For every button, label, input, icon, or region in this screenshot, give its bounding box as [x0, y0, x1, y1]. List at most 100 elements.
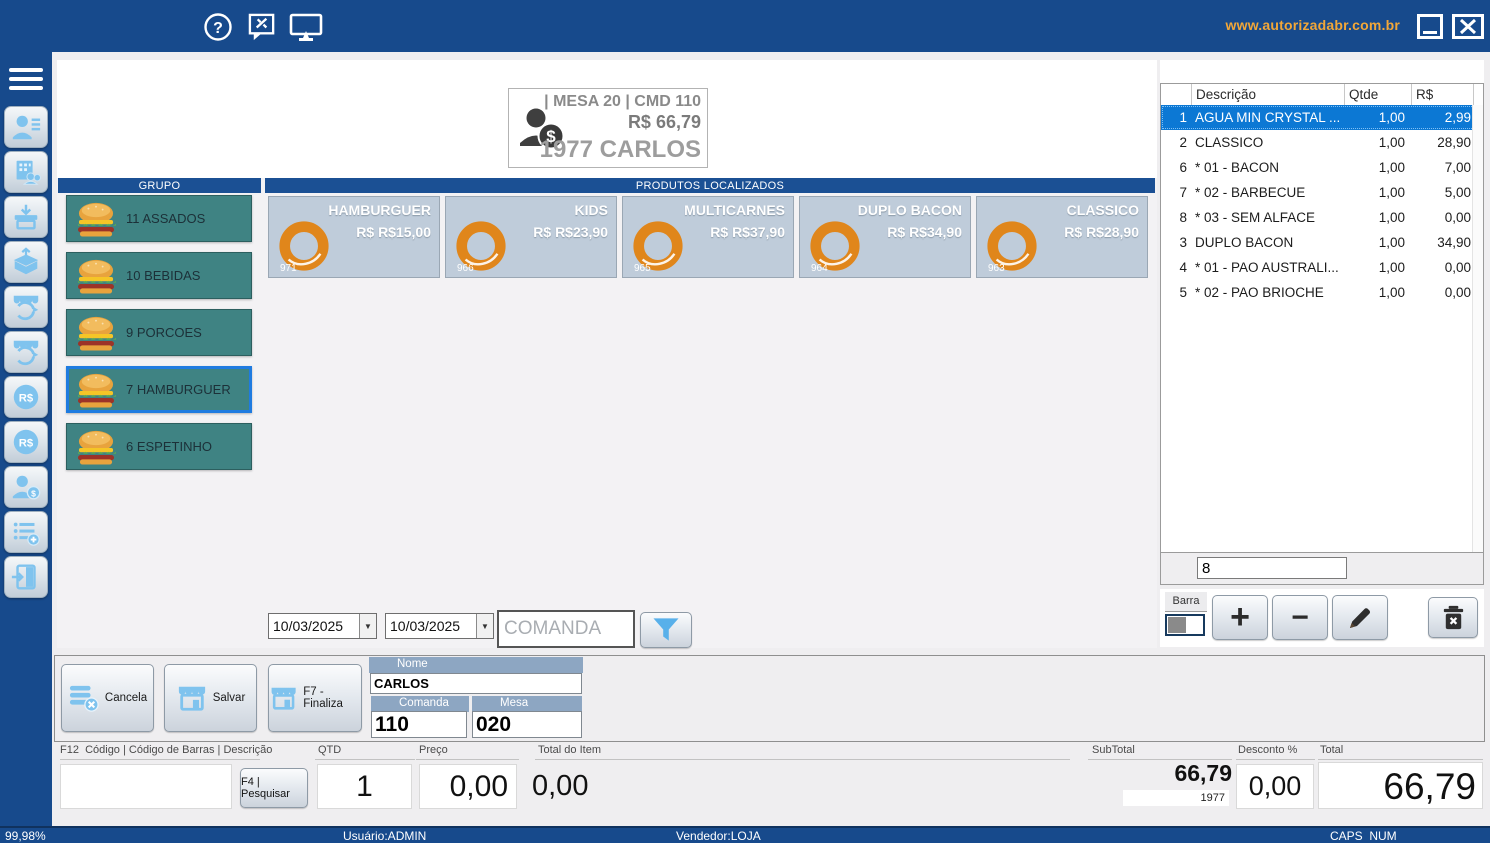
table-row[interactable]: 3 DUPLO BACON 1,00 34,90: [1161, 230, 1483, 255]
products-header: PRODUTOS LOCALIZADOS: [265, 178, 1155, 193]
burger-icon: [78, 202, 116, 237]
order-total-label: R$ 66,79: [627, 112, 701, 132]
sidebar-item-store-exchange[interactable]: [4, 331, 48, 373]
sidebar-item-cash-register[interactable]: [4, 196, 48, 238]
edit-item-button[interactable]: [1332, 595, 1388, 640]
date-from-value: 10/03/2025: [273, 618, 344, 634]
add-item-button[interactable]: +: [1212, 595, 1268, 640]
row-number: 8: [1179, 210, 1187, 225]
table-row[interactable]: 5 * 02 - PAO BRIOCHE 1,00 0,00: [1161, 280, 1483, 305]
trash-icon: [1443, 605, 1463, 630]
table-row[interactable]: 1 AGUA MIN CRYSTAL ... 1,00 2,99: [1161, 105, 1483, 130]
table-row[interactable]: 7 * 02 - BARBECUE 1,00 5,00: [1161, 180, 1483, 205]
discount-input[interactable]: [1236, 764, 1314, 809]
money-rs-icon: R$: [13, 384, 39, 410]
chevron-down-icon[interactable]: ▼: [359, 614, 376, 638]
group-button[interactable]: 6 ESPETINHO: [66, 423, 252, 470]
menu-icon[interactable]: [9, 68, 43, 94]
sidebar-item-finance[interactable]: R$: [4, 376, 48, 418]
close-icon[interactable]: [1452, 14, 1484, 39]
customer-money-icon: $: [520, 108, 565, 150]
col-descricao[interactable]: Descrição: [1191, 84, 1344, 105]
product-card[interactable]: MULTICARNES R$ R$37,90 965: [622, 196, 794, 278]
product-price: R$ R$15,00: [356, 224, 431, 240]
filter-button[interactable]: [640, 612, 692, 648]
col-rs[interactable]: R$: [1411, 84, 1473, 105]
group-button[interactable]: 11 ASSADOS: [66, 195, 252, 242]
order-actions-panel: Cancela Salvar F7 - Finaliza Nome Comand…: [54, 655, 1485, 742]
sidebar-item-stock[interactable]: [4, 241, 48, 283]
product-code: 964: [811, 263, 828, 274]
svg-text:$: $: [546, 127, 556, 146]
save-button[interactable]: Salvar: [164, 664, 257, 732]
support-chat-icon[interactable]: [247, 12, 279, 42]
group-button[interactable]: 7 HAMBURGUER: [66, 366, 252, 413]
date-to-select[interactable]: 10/03/2025 ▼: [385, 613, 494, 639]
qtd-input[interactable]: [317, 764, 412, 809]
product-card[interactable]: KIDS R$ R$23,90 966: [445, 196, 617, 278]
group-label: 6 ESPETINHO: [126, 439, 212, 454]
company-icon: [16, 160, 41, 185]
sidebar-item-company[interactable]: [4, 151, 48, 193]
barra-checkbox[interactable]: [1165, 614, 1205, 636]
website-link[interactable]: www.autorizadabr.com.br: [1225, 17, 1400, 33]
group-button[interactable]: 10 BEBIDAS: [66, 252, 252, 299]
search-product-button[interactable]: F4 | Pesquisar: [240, 768, 308, 808]
comanda-input[interactable]: [371, 711, 467, 738]
sidebar-item-order-list[interactable]: [4, 511, 48, 553]
product-name: KIDS: [574, 202, 608, 218]
burger-icon: [78, 430, 116, 465]
product-price: R$ R$23,90: [533, 224, 608, 240]
product-price: R$ R$37,90: [710, 224, 785, 240]
table-row[interactable]: 6 * 01 - BACON 1,00 7,00: [1161, 155, 1483, 180]
finalize-button[interactable]: F7 - Finaliza: [268, 664, 362, 732]
filter-funnel-icon: [653, 618, 679, 641]
mesa-input[interactable]: [472, 711, 582, 738]
sidebar-item-store-sync[interactable]: [4, 286, 48, 328]
table-row[interactable]: 4 * 01 - PAO AUSTRALI... 1,00 0,00: [1161, 255, 1483, 280]
price-input[interactable]: [419, 764, 517, 809]
product-price: R$ R$28,90: [1064, 224, 1139, 240]
sidebar-item-finance-2[interactable]: R$: [4, 421, 48, 463]
nome-label: Nome: [369, 657, 583, 673]
remove-item-button[interactable]: −: [1272, 595, 1328, 640]
table-row[interactable]: 8 * 03 - SEM ALFACE 1,00 0,00: [1161, 205, 1483, 230]
nome-input[interactable]: [370, 673, 582, 694]
table-scrollbar[interactable]: [1472, 105, 1483, 552]
chevron-down-icon[interactable]: ▼: [476, 614, 493, 638]
product-card[interactable]: DUPLO BACON R$ R$34,90 964: [799, 196, 971, 278]
product-name: CLASSICO: [1066, 202, 1139, 218]
group-header: GRUPO: [58, 178, 261, 193]
row-value: 2,99: [1444, 110, 1471, 125]
group-button[interactable]: 9 PORCOES: [66, 309, 252, 356]
row-quantity: 1,00: [1378, 110, 1405, 125]
brand-ring-icon: [279, 221, 329, 271]
sidebar-item-clients[interactable]: [4, 106, 48, 148]
cancel-button[interactable]: Cancela: [61, 664, 154, 732]
comanda-search-input[interactable]: [497, 610, 635, 648]
row-value: 34,90: [1437, 235, 1471, 250]
product-card[interactable]: CLASSICO R$ R$28,90 963: [976, 196, 1148, 278]
table-row[interactable]: 2 CLASSICO 1,00 28,90: [1161, 130, 1483, 155]
col-qtde[interactable]: Qtde: [1344, 84, 1411, 105]
delete-all-button[interactable]: [1428, 597, 1478, 638]
row-number: 7: [1179, 185, 1187, 200]
row-quantity: 1,00: [1378, 185, 1405, 200]
date-from-select[interactable]: 10/03/2025 ▼: [268, 613, 377, 639]
monitor-icon[interactable]: [289, 12, 323, 42]
code-search-input[interactable]: [60, 764, 232, 809]
sidebar-item-seller[interactable]: $: [4, 466, 48, 508]
brand-ring-icon: [987, 221, 1037, 271]
help-icon[interactable]: ?: [203, 12, 235, 42]
store-sync-icon: [13, 295, 39, 321]
item-number-input[interactable]: [1197, 557, 1347, 579]
row-value: 5,00: [1444, 185, 1471, 200]
cancel-icon: [69, 685, 99, 712]
finalize-label: F7 - Finaliza: [303, 686, 343, 710]
sidebar-item-exit[interactable]: [4, 556, 48, 598]
product-price: R$ R$34,90: [887, 224, 962, 240]
row-quantity: 1,00: [1378, 160, 1405, 175]
product-card[interactable]: HAMBURGUER R$ R$15,00 971: [268, 196, 440, 278]
minimize-icon[interactable]: [1417, 14, 1443, 39]
row-value: 0,00: [1444, 210, 1471, 225]
